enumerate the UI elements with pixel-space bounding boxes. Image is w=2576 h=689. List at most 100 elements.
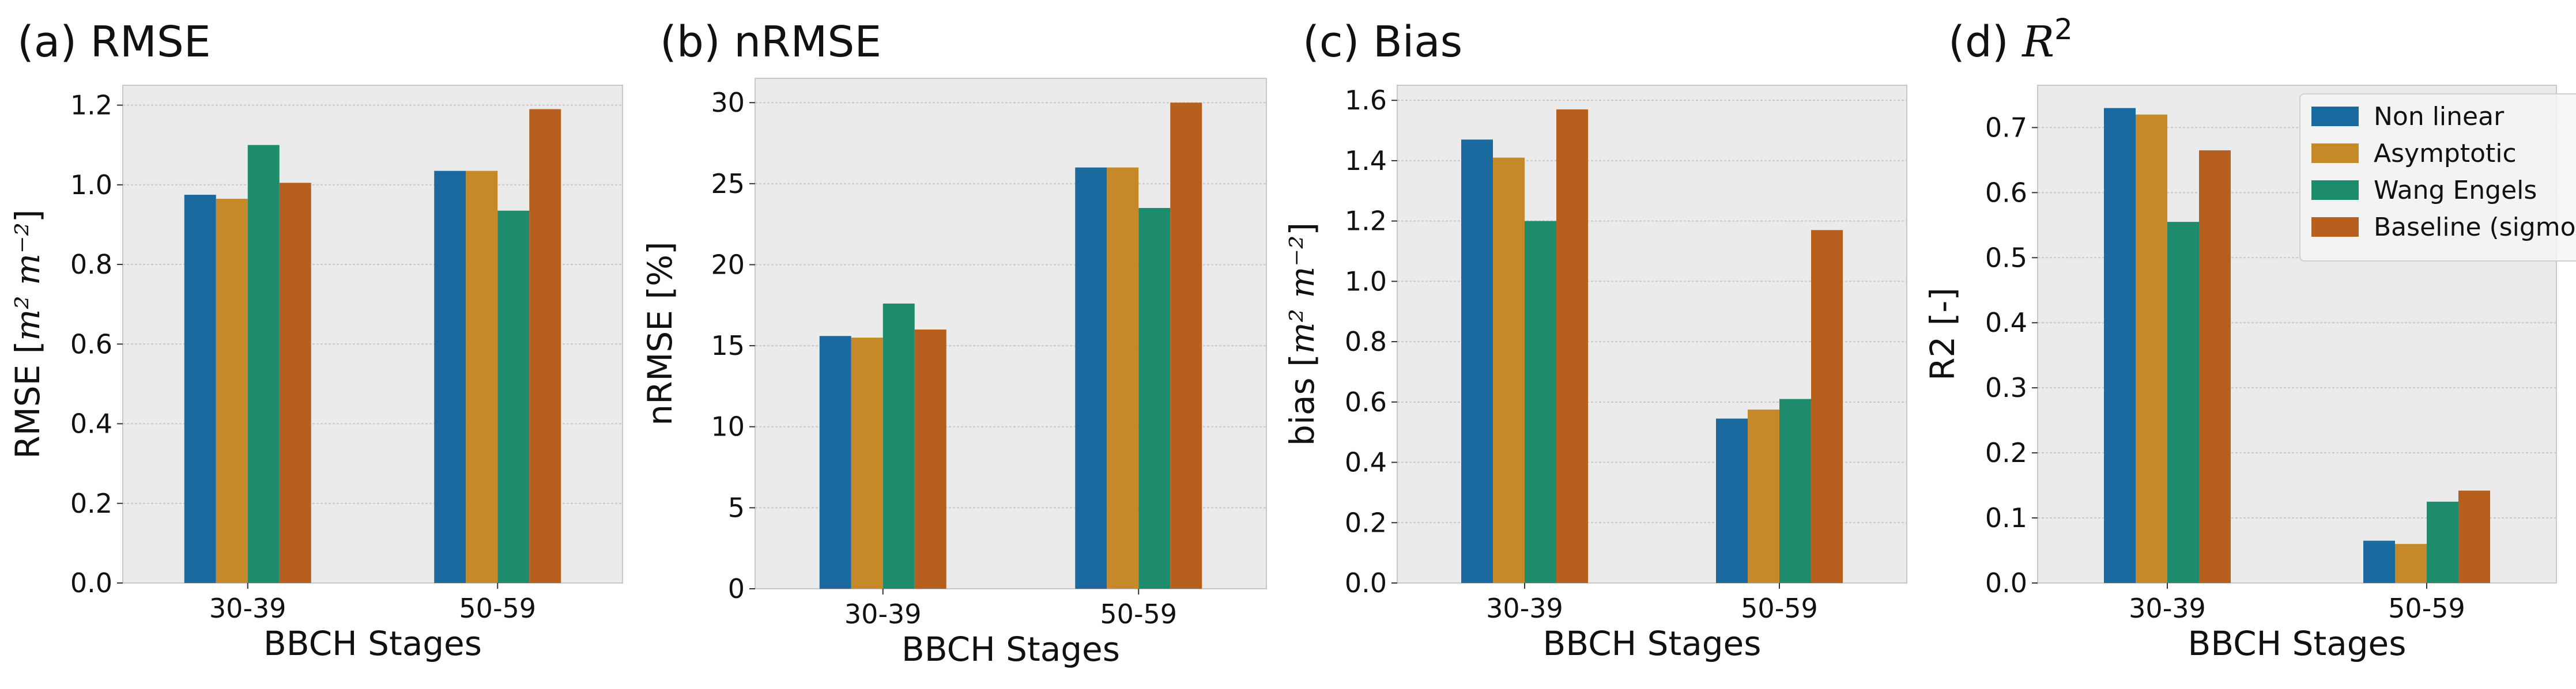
legend-label: Baseline (sigmoid) — [2374, 213, 2576, 242]
x-tick-label: 50-59 — [2388, 593, 2465, 624]
bar-asymptotic-30-39 — [2136, 114, 2167, 583]
y-axis-label-unit: m² m⁻² — [1283, 236, 1322, 354]
bar-non-linear-30-39 — [1461, 139, 1493, 584]
y-tick-label: 20 — [711, 249, 745, 280]
y-tick-label: 0.8 — [70, 249, 112, 280]
y-tick-label: 0.2 — [1985, 437, 2027, 468]
bar-asymptotic-30-39 — [1493, 157, 1525, 583]
y-tick-label: 1.2 — [70, 90, 112, 121]
bar-wang-engels-50-59 — [1779, 399, 1811, 583]
bar-baseline-sigmoid--30-39 — [2199, 150, 2231, 583]
bar-non-linear-30-39 — [2104, 108, 2136, 583]
y-axis-label: RMSE [m² m⁻²] — [8, 209, 47, 459]
y-axis-label: bias [m² m⁻²] — [1283, 222, 1322, 446]
y-tick-label: 0.3 — [1985, 372, 2027, 403]
bar-wang-engels-30-39 — [882, 303, 915, 589]
bar-wang-engels-30-39 — [2167, 222, 2199, 583]
y-axis-label-close: ] — [8, 209, 47, 222]
panel-title-text: (d) — [1948, 17, 2022, 67]
x-tick-label: 50-59 — [1100, 599, 1177, 630]
legend: Non linear Asymptotic Wang Engels Baseline … — [2299, 93, 2576, 262]
y-tick-label: 0.2 — [70, 488, 112, 519]
y-tick-label: 1.0 — [1345, 266, 1387, 297]
legend-box — [2299, 93, 2576, 262]
x-axis-label: BBCH Stages — [1543, 624, 1762, 663]
y-tick-label: 0.4 — [70, 408, 112, 440]
bar-wang-engels-50-59 — [497, 210, 530, 583]
y-tick-label: 0.0 — [1345, 567, 1387, 599]
y-tick-label: 1.2 — [1345, 206, 1387, 237]
y-axis-label-text: nRMSE [%] — [640, 241, 680, 425]
y-tick-label: 0.0 — [70, 567, 112, 599]
y-axis-label-text: RMSE [ — [8, 341, 47, 459]
bar-asymptotic-50-59 — [1748, 409, 1779, 583]
bar-baseline-sigmoid--50-59 — [2458, 490, 2490, 583]
bar-wang-engels-30-39 — [1525, 221, 1556, 583]
y-tick-label: 30 — [711, 87, 745, 118]
x-axis-label: BBCH Stages — [2188, 624, 2407, 663]
bar-wang-engels-30-39 — [247, 145, 280, 583]
y-axis-label-unit: m² m⁻² — [8, 222, 47, 341]
y-tick-label: 0.6 — [1985, 177, 2027, 208]
x-tick-label: 50-59 — [1741, 593, 1818, 624]
bar-non-linear-50-59 — [434, 171, 466, 583]
bar-baseline-sigmoid--50-59 — [529, 109, 561, 584]
x-axis-label: BBCH Stages — [902, 630, 1120, 669]
x-tick-label: 30-39 — [209, 593, 286, 624]
x-axis-label: BBCH Stages — [263, 624, 482, 663]
y-tick-label: 10 — [711, 411, 745, 442]
y-tick-label: 15 — [711, 330, 745, 361]
panel-title: (a) RMSE — [17, 17, 211, 67]
y-axis-label: R2 [-] — [1923, 287, 1962, 381]
x-tick-label: 50-59 — [459, 593, 536, 624]
y-axis-label-text: R2 [-] — [1923, 287, 1962, 381]
y-tick-label: 0.7 — [1985, 112, 2027, 143]
bar-baseline-sigmoid--30-39 — [279, 183, 311, 583]
y-tick-label: 0 — [728, 573, 745, 604]
chart-panel-3: 0.0 0.2 0.4 0.6 0.8 1.0 1.2 1.4 1.6 30-39 50-59BBC… — [1283, 17, 1907, 663]
panel-title: (b) nRMSE — [660, 17, 881, 67]
y-axis-label-text: bias [ — [1283, 354, 1322, 446]
panel-title-sup: 2 — [2054, 13, 2073, 46]
bar-non-linear-50-59 — [2363, 540, 2395, 583]
y-tick-label: 0.5 — [1985, 242, 2027, 273]
x-tick-label: 30-39 — [844, 599, 922, 630]
legend-swatch — [2311, 107, 2359, 126]
legend-swatch — [2311, 180, 2359, 200]
y-tick-label: 0.0 — [1985, 567, 2027, 599]
panel-title: (d) R2 — [1948, 13, 2073, 67]
bar-asymptotic-30-39 — [216, 198, 248, 583]
bar-asymptotic-30-39 — [851, 338, 883, 589]
y-tick-label: 1.6 — [1345, 85, 1387, 116]
y-tick-label: 0.4 — [1345, 447, 1387, 478]
y-tick-label: 1.4 — [1345, 145, 1387, 176]
y-tick-label: 0.8 — [1345, 326, 1387, 357]
legend-label: Non linear — [2374, 102, 2505, 131]
y-tick-label: 0.6 — [1345, 387, 1387, 418]
legend-swatch — [2311, 143, 2359, 163]
legend-label: Asymptotic — [2374, 139, 2517, 168]
bar-baseline-sigmoid--50-59 — [1811, 230, 1843, 583]
bar-non-linear-50-59 — [1716, 418, 1748, 583]
y-tick-label: 0.4 — [1985, 307, 2027, 338]
x-tick-label: 30-39 — [2129, 593, 2206, 624]
bar-asymptotic-50-59 — [2395, 544, 2427, 583]
legend-swatch — [2311, 217, 2359, 237]
bar-baseline-sigmoid--50-59 — [1170, 103, 1202, 589]
bar-asymptotic-50-59 — [1107, 167, 1139, 589]
bar-non-linear-30-39 — [184, 195, 216, 584]
bar-baseline-sigmoid--30-39 — [1556, 109, 1588, 583]
legend-label: Wang Engels — [2374, 176, 2537, 205]
y-axis-label-close: ] — [1283, 222, 1322, 236]
bar-asymptotic-50-59 — [466, 171, 498, 583]
x-tick-label: 30-39 — [1486, 593, 1563, 624]
y-axis-label: nRMSE [%] — [640, 241, 680, 425]
y-tick-label: 25 — [711, 168, 745, 199]
panel-title: (c) Bias — [1303, 17, 1462, 67]
y-tick-label: 0.6 — [70, 328, 112, 359]
y-tick-label: 1.0 — [70, 169, 112, 200]
y-tick-label: 5 — [728, 492, 745, 523]
